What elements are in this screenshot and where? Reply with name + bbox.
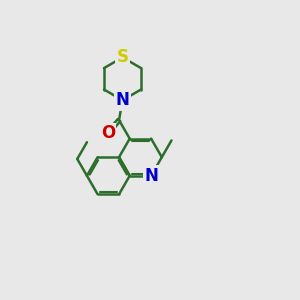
- Text: O: O: [101, 124, 115, 142]
- Text: N: N: [144, 167, 158, 185]
- Text: N: N: [116, 91, 130, 109]
- Text: S: S: [116, 48, 128, 66]
